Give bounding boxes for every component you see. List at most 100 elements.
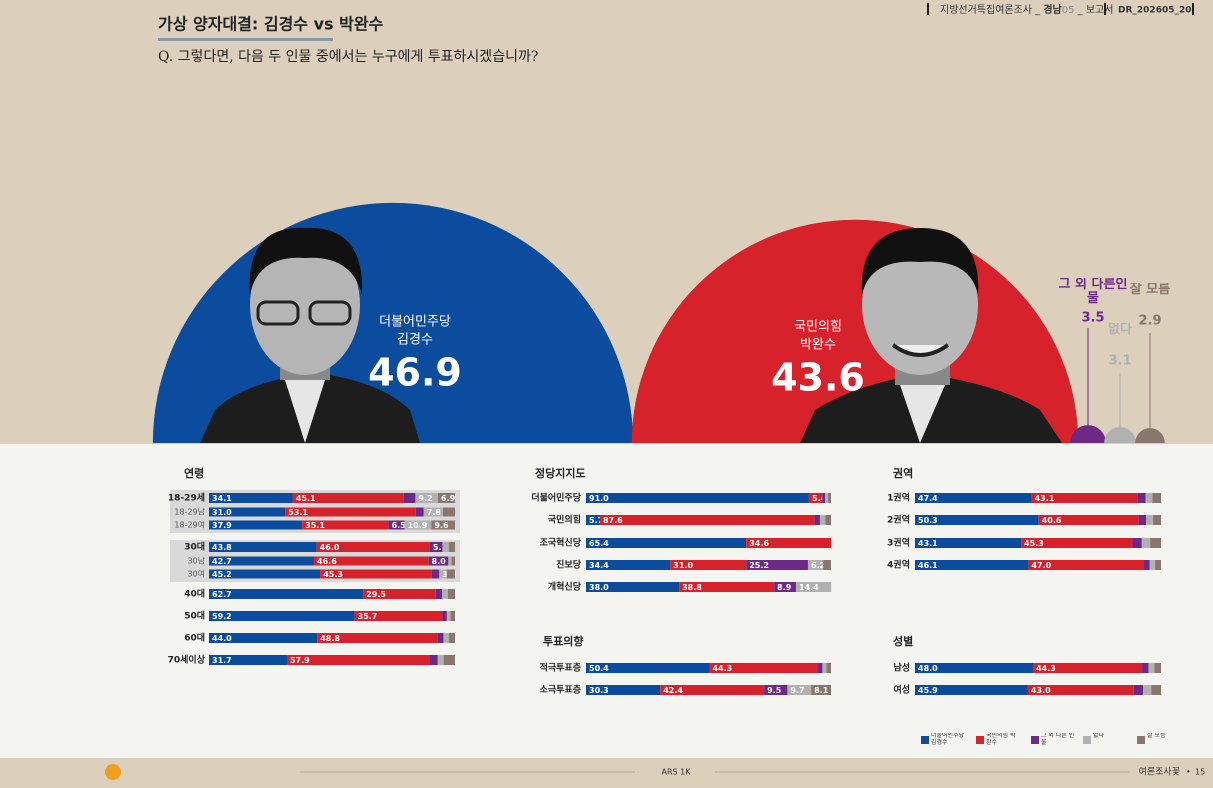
option-label: 잘 모름 [1130, 283, 1170, 297]
legend-text: 없다 [1093, 733, 1105, 739]
legend-text: 잘 모름 [1147, 733, 1166, 739]
bar-segment [1038, 515, 1139, 525]
bar-segment [1151, 685, 1161, 695]
value-label: 7.8 [427, 508, 442, 517]
row-label: 더불어민주당 [531, 492, 581, 504]
bar-segment [1149, 560, 1156, 570]
value-label: 46.1 [918, 561, 938, 570]
bar-segment [828, 493, 831, 503]
row-label: 70세이상 [168, 654, 206, 666]
bar-segment [446, 569, 455, 579]
value-label: 31.0 [673, 561, 693, 570]
portrait-glasses [308, 300, 352, 326]
bar-segment [1143, 685, 1152, 695]
bar-segment [915, 493, 1032, 503]
legend-swatch [976, 736, 984, 744]
bar-segment [670, 560, 747, 570]
bar-segment [795, 582, 832, 592]
row-label: 30여 [187, 569, 205, 579]
vote-share: 43.6 [771, 356, 865, 400]
value-label: 5.1 [433, 543, 448, 552]
row-label: 2권역 [887, 514, 910, 526]
bar-segment [431, 520, 455, 530]
row-label: 18-29여 [174, 520, 205, 530]
legend: 더불어민주당 김경수 국민의힘 박완수 그 외 다른 인물 없다 잘 모름 [921, 733, 1166, 746]
legend-entry: 국민의힘 박완수 [986, 733, 1016, 746]
crosstab-bars: 연령 18-29세 34.1 45.1 9.2 6.9 18-29남 31.0 53.1 7.8 1… [168, 466, 1161, 696]
group-title: 연령 [184, 466, 204, 480]
header-divider [1192, 3, 1194, 15]
semicircle [1104, 427, 1136, 443]
value-label: 6.5 [392, 521, 407, 530]
row-label: 1권역 [887, 492, 910, 504]
vote-share: 46.9 [368, 351, 462, 395]
survey-method: ARS 1K [662, 768, 692, 777]
bar-segment [450, 611, 455, 621]
group-title: 투표의향 [543, 634, 583, 648]
legend-text: 국민의힘 박완수 [986, 733, 1016, 746]
row-label: 적극투표층 [540, 662, 581, 674]
bar-segment [448, 633, 455, 643]
bar-segment [1153, 515, 1161, 525]
candidate-label: 김경수 [397, 333, 433, 348]
report-type: 보고서 [1086, 4, 1114, 16]
value-label: 47.4 [918, 494, 938, 503]
header-divider [1104, 3, 1106, 15]
bar-segment [448, 542, 455, 552]
region: 경남 [1043, 3, 1062, 16]
vote-share: 2.9 [1138, 314, 1161, 329]
bar-segment [1148, 663, 1155, 673]
row-label: 30대 [184, 541, 205, 553]
bar-segment [442, 507, 455, 517]
row-label: 조국혁신당 [540, 537, 582, 549]
bar-segment [435, 589, 443, 599]
bar-segment [746, 560, 808, 570]
bar-segment [442, 589, 448, 599]
brand-icon [105, 764, 121, 780]
portrait-shirt [285, 380, 325, 443]
value-label: 45.1 [296, 494, 316, 503]
row-label: 4권역 [887, 559, 910, 571]
value-label: 45.3 [323, 570, 343, 579]
bar-segment [314, 556, 429, 566]
value-label: 43.1 [1035, 494, 1055, 503]
bar-segment [787, 685, 812, 695]
bar-segment [354, 611, 443, 621]
bar-segment [415, 493, 439, 503]
bar-segment [209, 556, 315, 566]
bar-segment [446, 611, 451, 621]
value-label: 42.4 [663, 686, 683, 695]
value-label: 91.0 [589, 494, 609, 503]
bar-segment [1021, 538, 1133, 548]
row-label: 40대 [184, 588, 205, 600]
bar-segment [679, 582, 775, 592]
value-label: 45.9 [918, 686, 938, 695]
footer-background [0, 758, 1213, 788]
bar-segment [586, 493, 809, 503]
bar-segment [404, 520, 432, 530]
legend-entry: 잘 모름 [1147, 733, 1166, 739]
bar-segment [209, 569, 321, 579]
value-label: 9.7 [790, 686, 804, 695]
bar-segment [586, 538, 747, 548]
question: Q. 그렇다면, 다음 두 인물 중에서는 누구에게 투표하시겠습니까? [158, 49, 538, 65]
option-label: 없다 [1108, 323, 1132, 337]
value-label: 6.9 [441, 494, 456, 503]
value-label: 6.2 [811, 561, 825, 570]
value-label: 31.7 [212, 656, 232, 665]
bar-segment [915, 515, 1039, 525]
value-label: 65.4 [589, 539, 609, 548]
bar-segment [586, 515, 600, 525]
bar-segment [403, 493, 416, 503]
value-label: 50.3 [918, 516, 938, 525]
page-title: 가상 양자대결: 김경수 vs 박완수 [158, 15, 384, 34]
value-label: 46.0 [320, 543, 340, 552]
row-label: 18-29남 [174, 508, 205, 517]
bar-segment [825, 515, 831, 525]
value-label: 9.2 [418, 494, 432, 503]
bar-segment [915, 538, 1022, 548]
bar-segment [285, 507, 416, 517]
row-label: 여성 [893, 684, 910, 696]
legend-text: 더불어민주당 김경수 [931, 733, 965, 746]
